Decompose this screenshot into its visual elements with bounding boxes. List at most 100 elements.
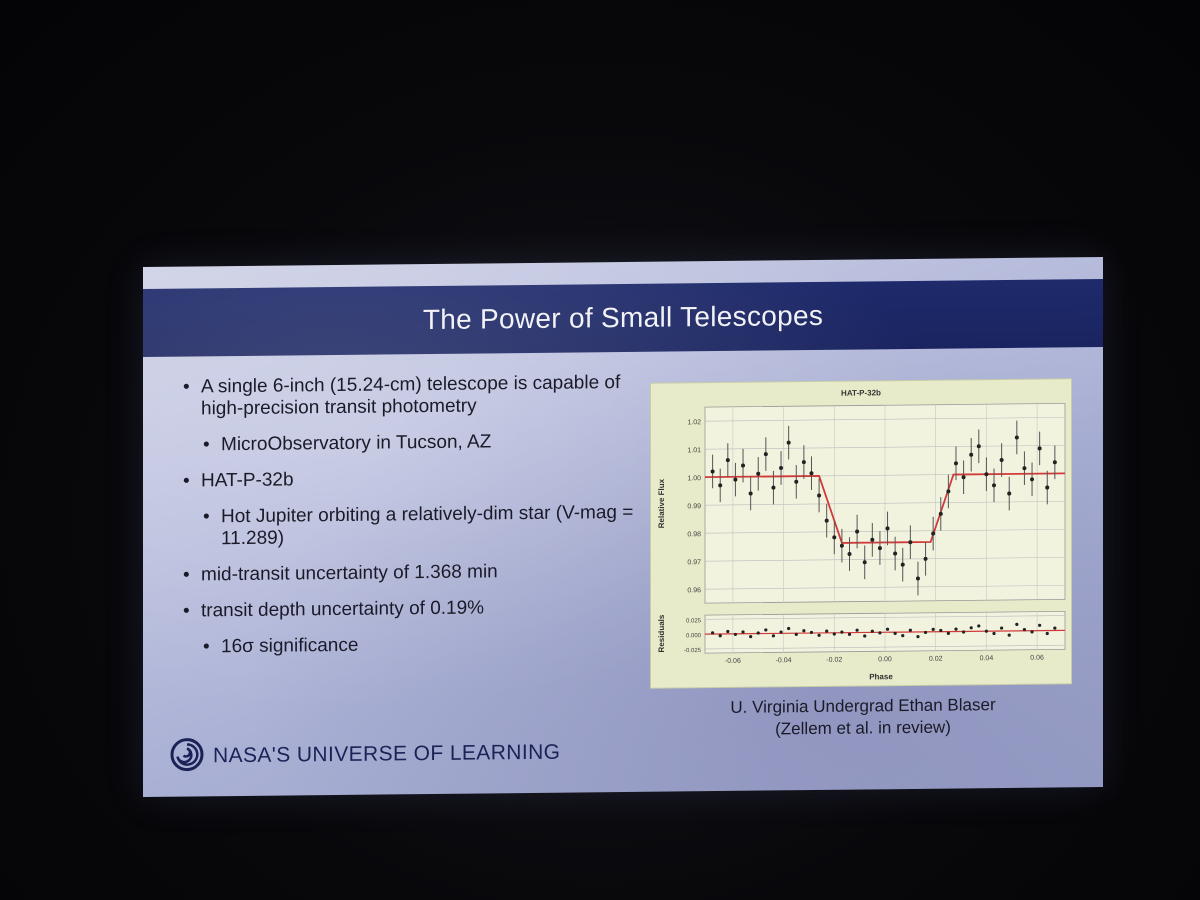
- y-tick-label: 0.98: [687, 531, 701, 538]
- residual-data-point: [961, 630, 966, 634]
- x-tick-label: 0.04: [980, 655, 994, 662]
- flux-data-point: [809, 471, 814, 476]
- flux-data-point: [877, 546, 882, 551]
- flux-data-point: [733, 477, 738, 482]
- flux-data-point: [801, 460, 806, 465]
- residual-data-point: [1007, 633, 1011, 637]
- x-tick-label: -0.02: [826, 657, 842, 664]
- x-axis-label: Phase: [869, 672, 893, 681]
- residual-data-point: [855, 628, 859, 632]
- flux-data-point: [969, 452, 974, 457]
- flux-data-point: [725, 458, 730, 463]
- flux-data-point: [1037, 446, 1042, 451]
- residual-data-point: [802, 629, 806, 633]
- residual-data-point: [847, 632, 852, 637]
- flux-data-point: [953, 461, 958, 466]
- sub-bullet-item: Hot Jupiter orbiting a relatively-dim st…: [201, 502, 641, 551]
- residual-data-point: [1053, 626, 1057, 630]
- residual-data-point: [1022, 628, 1027, 632]
- residual-data-point: [885, 627, 890, 631]
- flux-data-point: [832, 535, 837, 540]
- bullet-item: HAT-P-32b: [181, 466, 641, 493]
- residual-data-point: [908, 628, 912, 632]
- residual-data-point: [809, 630, 814, 635]
- flux-data-point: [839, 543, 844, 548]
- sub-bullet-item: 16σ significance: [201, 632, 641, 659]
- flux-data-point: [976, 444, 981, 449]
- slide-title: The Power of Small Telescopes: [422, 299, 824, 336]
- flux-data-point: [771, 485, 776, 490]
- flux-data-point: [885, 526, 890, 531]
- slide-title-bar: The Power of Small Telescopes: [143, 278, 1103, 358]
- residual-data-point: [817, 633, 821, 637]
- y-tick-label: 0.96: [687, 587, 701, 594]
- bullet-item: A single 6-inch (15.24-cm) telescope is …: [181, 372, 641, 421]
- flux-data-point: [763, 452, 768, 457]
- flux-data-point: [931, 531, 936, 536]
- residual-data-point: [840, 630, 844, 634]
- residual-data-point: [901, 634, 905, 638]
- flux-data-point: [893, 551, 898, 556]
- projected-slide: The Power of Small Telescopes A single 6…: [143, 256, 1103, 798]
- residual-data-point: [893, 631, 897, 635]
- residual-data-point: [1045, 631, 1049, 636]
- residual-data-point: [984, 629, 989, 633]
- y-tick-label: 0.025: [686, 618, 702, 624]
- flux-data-point: [1052, 460, 1057, 465]
- caption-line-2: (Zellem et al. in review): [775, 717, 951, 739]
- residual-data-point: [1038, 623, 1042, 627]
- x-tick-label: 0.00: [878, 656, 892, 663]
- flux-data-point: [1045, 485, 1050, 490]
- flux-data-point: [984, 472, 989, 477]
- bullet-item: transit depth uncertainty of 0.19%: [181, 596, 641, 623]
- flux-data-point: [779, 465, 784, 470]
- residual-data-point: [711, 631, 715, 635]
- flux-data-point: [946, 489, 951, 494]
- flux-data-point: [817, 493, 822, 498]
- flux-data-point: [710, 469, 715, 474]
- chart-title: HAT-P-32b: [841, 388, 881, 397]
- y-tick-label: 1.01: [687, 447, 701, 454]
- residual-data-point: [825, 629, 829, 633]
- flux-data-point: [1007, 491, 1012, 496]
- residual-data-point: [741, 630, 745, 634]
- residual-data-point: [977, 624, 981, 628]
- residual-data-point: [878, 631, 882, 635]
- residual-data-point: [733, 632, 738, 637]
- flux-data-point: [741, 463, 746, 468]
- flux-data-point: [870, 537, 875, 542]
- y-axis-label-flux: Relative Flux: [657, 478, 666, 528]
- residual-data-point: [1015, 622, 1019, 626]
- residual-data-point: [923, 630, 928, 635]
- flux-data-point: [908, 540, 913, 545]
- y-tick-label: 1.02: [687, 419, 701, 426]
- residual-data-point: [939, 628, 943, 633]
- residual-zero-line: [705, 629, 1065, 635]
- flux-data-point: [1022, 466, 1027, 471]
- flux-data-point: [992, 483, 997, 488]
- residual-data-point: [954, 627, 958, 631]
- flux-data-point: [1030, 477, 1035, 482]
- flux-data-point: [847, 552, 852, 557]
- residual-data-point: [1030, 630, 1034, 634]
- flux-data-point: [794, 479, 799, 484]
- bullet-list: A single 6-inch (15.24-cm) telescope is …: [181, 372, 641, 673]
- flux-data-point: [855, 529, 860, 534]
- sub-bullet-item: MicroObservatory in Tucson, AZ: [201, 430, 641, 457]
- brand-name: NASA'S UNIVERSE OF LEARNING: [213, 740, 561, 768]
- flux-data-point: [786, 440, 791, 445]
- y-tick-label: -0.025: [684, 648, 702, 654]
- flux-data-point: [748, 491, 753, 496]
- x-tick-label: 0.02: [929, 656, 943, 663]
- residual-data-point: [992, 631, 996, 636]
- residual-data-point: [771, 634, 776, 638]
- transit-model-line: [705, 472, 1065, 544]
- residual-data-point: [1000, 626, 1004, 630]
- flux-data-point: [938, 511, 943, 516]
- flux-data-point: [961, 475, 966, 480]
- residual-data-point: [787, 626, 791, 631]
- x-tick-label: 0.06: [1030, 655, 1044, 662]
- residual-data-point: [794, 632, 798, 636]
- residual-data-point: [931, 627, 935, 631]
- light-curve-figure: HAT-P-32b Relative Flux Residuals Phase …: [651, 379, 1071, 688]
